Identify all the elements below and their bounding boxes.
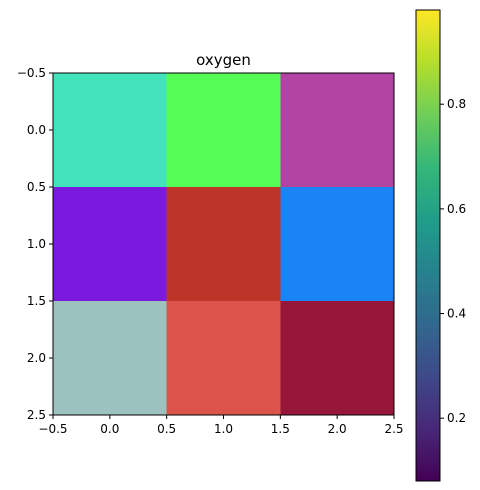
y-axis: −0.5 0.0 0.5 1.0 1.5 2.0 2.5	[17, 66, 53, 422]
y-tick-label: 2.0	[27, 351, 46, 365]
y-tick-label: 0.0	[27, 123, 46, 137]
y-tick-label: 2.5	[27, 408, 46, 422]
x-tick-label: 2.0	[328, 422, 347, 436]
heatmap-cell-r1-c0	[53, 187, 167, 301]
heatmap-cells	[53, 73, 394, 415]
heatmap-cell-r2-c1	[166, 301, 281, 415]
heatmap-cell-r0-c1	[166, 73, 281, 187]
x-tick-label: 0.5	[157, 422, 176, 436]
heatmap-cell-r1-c1	[166, 187, 281, 301]
colorbar	[415, 9, 441, 482]
chart-title: oxygen	[196, 51, 251, 69]
heatmap-cell-r0-c0	[53, 73, 167, 187]
y-tick-label: 1.0	[27, 237, 46, 251]
colorbar-tick-label: 0.4	[447, 307, 466, 321]
colorbar-tick-label: 0.6	[447, 202, 466, 216]
y-tick-label: −0.5	[17, 66, 46, 80]
colorbar-axis: 0.2 0.4 0.6 0.8	[440, 97, 466, 425]
x-tick-label: 1.0	[214, 422, 233, 436]
heatmap-cell-r0-c2	[280, 73, 394, 187]
colorbar-tick-label: 0.8	[447, 97, 466, 111]
x-tick-label: 2.5	[384, 422, 403, 436]
x-axis: −0.5 0.0 0.5 1.0 1.5 2.0 2.5	[38, 415, 404, 436]
heatmap-cell-r2-c0	[53, 301, 167, 415]
heatmap-cell-r1-c2	[280, 187, 394, 301]
y-tick-label: 0.5	[27, 180, 46, 194]
colorbar-tick-label: 0.2	[447, 411, 466, 425]
x-tick-label: −0.5	[38, 422, 67, 436]
x-tick-label: 1.5	[271, 422, 290, 436]
y-tick-label: 1.5	[27, 294, 46, 308]
x-tick-label: 0.0	[100, 422, 119, 436]
heatmap-cell-r2-c2	[280, 301, 394, 415]
